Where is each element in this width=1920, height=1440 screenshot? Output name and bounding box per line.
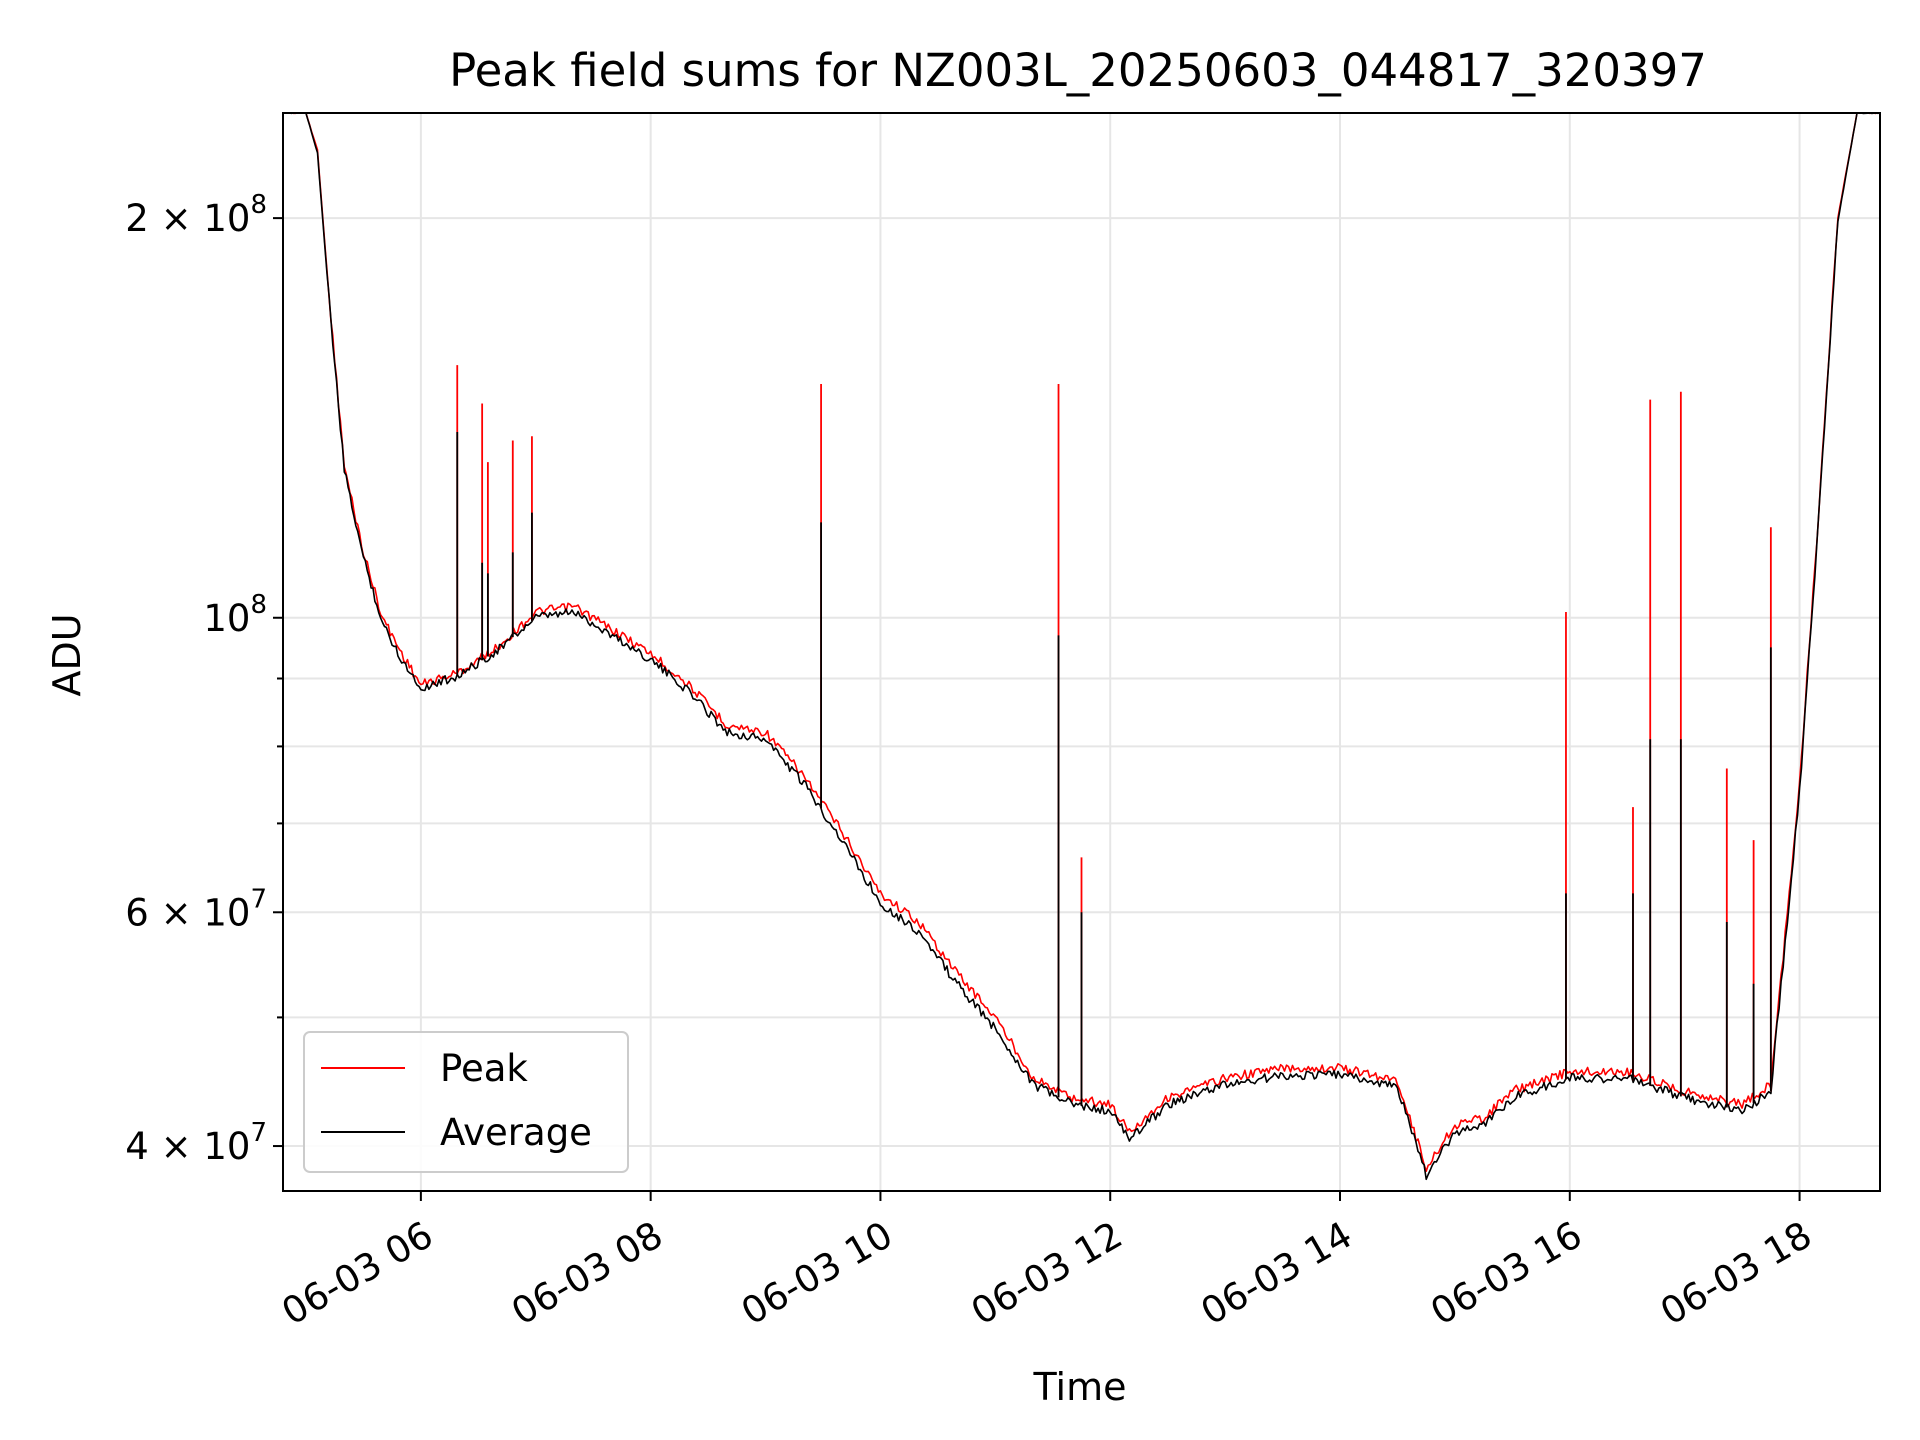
y-tick-label: 108 (203, 590, 267, 640)
x-axis-label: Time (1033, 1365, 1127, 1409)
y-tick-label: 4 × 107 (125, 1118, 267, 1168)
series-line-average (283, 112, 1881, 1181)
legend: Peak Average (303, 1031, 629, 1173)
y-tick-label: 2 × 108 (125, 190, 267, 240)
y-axis-label: ADU (45, 613, 89, 696)
plot-frame (282, 112, 1881, 1192)
legend-average-label: Average (440, 1111, 592, 1154)
series-line-peak (282, 112, 1880, 1172)
y-axis-ticks: 4 × 107 6 × 107 108 2 × 108 (125, 190, 283, 1168)
legend-peak-label: Peak (440, 1047, 528, 1090)
chart-title: Peak field sums for NZ003L_20250603_0448… (449, 44, 1707, 97)
y-tick-label: 6 × 107 (125, 884, 267, 934)
series-layer (282, 112, 1881, 1181)
